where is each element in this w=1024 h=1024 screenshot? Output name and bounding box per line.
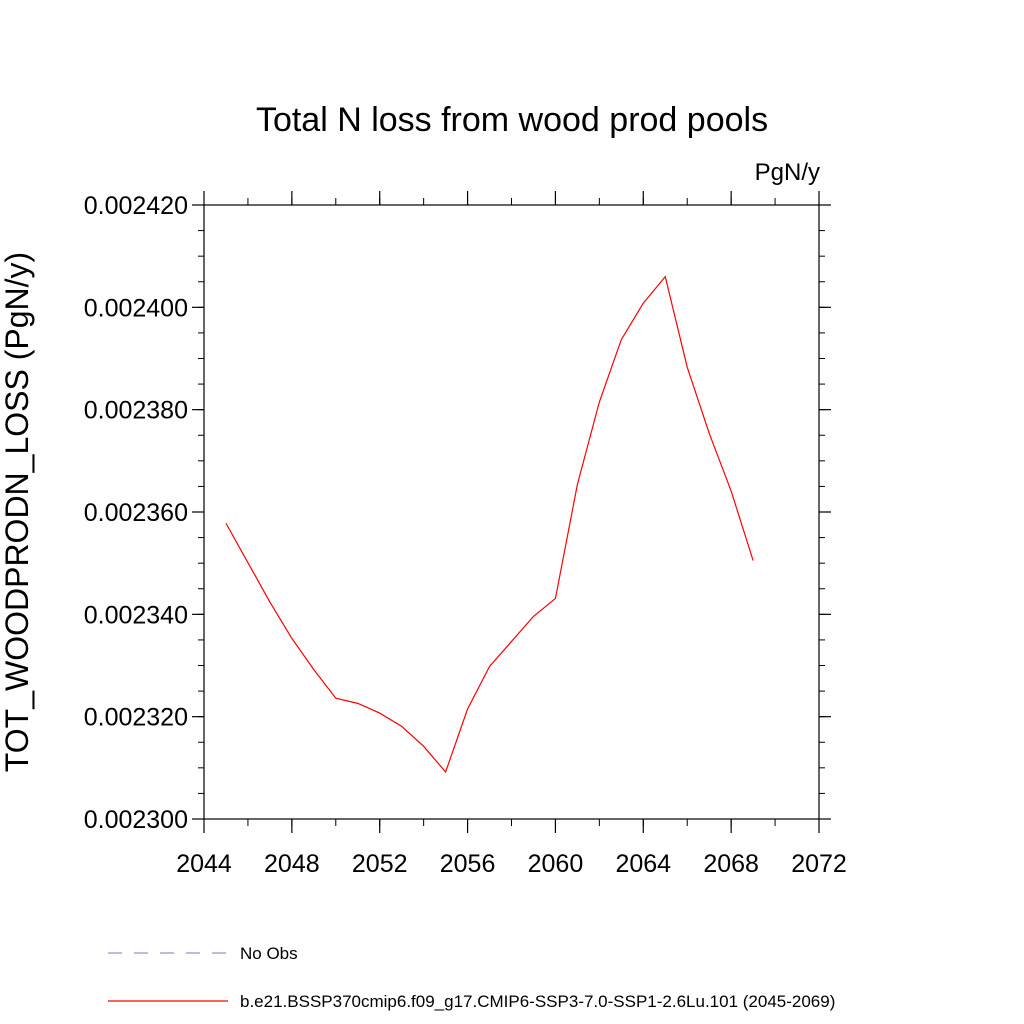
legend-label-0: No Obs [240,944,298,963]
x-tick-labels: 2044 2048 2052 2056 2060 2064 2068 2072 [176,850,847,878]
y-axis-label: TOT_WOODPRODN_LOSS (PgN/y) [0,252,35,772]
axis-ticks [192,191,831,833]
series-line-0 [225,275,754,774]
plot-frame [203,204,820,820]
y-tick-label: 0.002320 [84,704,188,732]
x-tick-label: 2056 [440,850,496,878]
x-tick-label: 2048 [264,850,320,878]
series-group [225,275,754,774]
legend: No Obs b.e21.BSSP370cmip6.f09_g17.CMIP6-S… [108,944,835,1011]
y-tick-label: 0.002340 [84,601,188,629]
y-tick-label: 0.002420 [84,192,188,220]
x-tick-label: 2064 [615,850,671,878]
y-tick-label: 0.002300 [84,806,188,834]
x-tick-label: 2044 [176,850,232,878]
chart-title: Total N loss from wood prod pools [256,101,768,139]
units-label: PgN/y [755,159,820,186]
y-tick-labels: 0.002300 0.002320 0.002340 0.002360 0.002380… [84,192,188,834]
x-tick-label: 2068 [703,850,759,878]
x-tick-label: 2052 [352,850,408,878]
y-tick-label: 0.002380 [84,397,188,425]
x-tick-label: 2072 [791,850,847,878]
legend-label-1: b.e21.BSSP370cmip6.f09_g17.CMIP6-SSP3-7.… [240,992,835,1011]
y-tick-label: 0.002400 [84,294,188,322]
y-tick-label: 0.002360 [84,499,188,527]
x-tick-label: 2060 [528,850,584,878]
